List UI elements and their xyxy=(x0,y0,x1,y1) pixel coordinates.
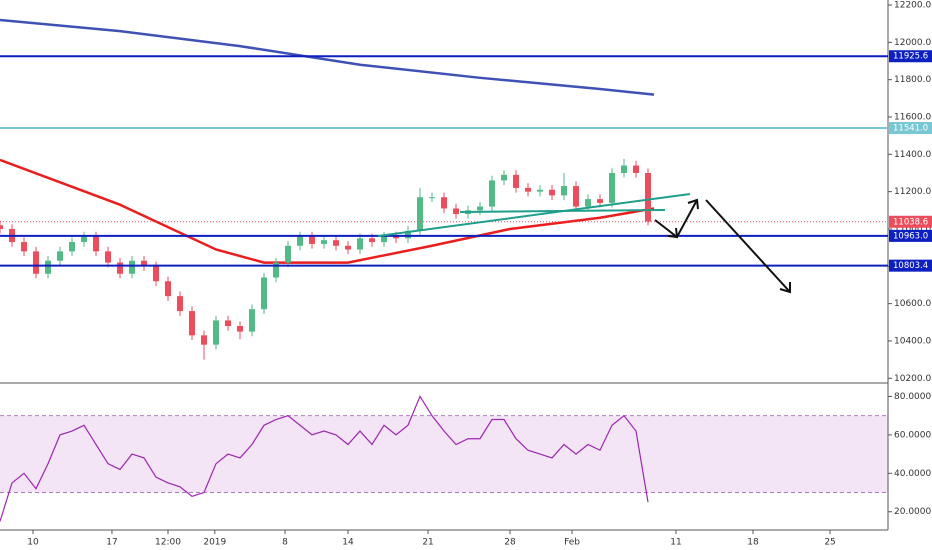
trendline xyxy=(377,193,691,237)
candle-body xyxy=(189,311,195,336)
x-tick-label: 11 xyxy=(670,538,681,548)
candle-body xyxy=(129,260,135,274)
candle-body xyxy=(585,199,591,207)
level-tag xyxy=(889,259,932,272)
candle-body xyxy=(201,335,207,345)
y-tick-label: 11000.0 xyxy=(894,224,931,234)
candle-body xyxy=(165,281,171,297)
candle-body xyxy=(441,197,447,209)
candle-body xyxy=(309,236,315,244)
level-tag xyxy=(889,50,932,63)
candle-body xyxy=(117,262,123,274)
y-tick-label: 11200.0 xyxy=(894,187,931,197)
x-tick-label: Feb xyxy=(564,538,580,548)
candle-body xyxy=(525,187,531,192)
candle-body xyxy=(645,172,651,222)
y-tick-label: 12200.0 xyxy=(894,1,931,11)
candle-body xyxy=(417,197,423,231)
candle-body xyxy=(297,236,303,246)
candle-body xyxy=(93,236,99,252)
level-tag xyxy=(889,229,932,242)
y-tick-label: 40.0000 xyxy=(894,469,931,479)
candle-body xyxy=(249,309,255,332)
candle-body xyxy=(21,242,27,252)
level-label: 10803.4 xyxy=(893,261,928,271)
x-tick-label: 21 xyxy=(422,538,433,548)
candle-body xyxy=(105,251,111,263)
x-tick-label: 14 xyxy=(342,538,354,548)
moving-average xyxy=(0,18,655,96)
candle-body xyxy=(261,277,267,310)
x-tick-label: 17 xyxy=(106,538,117,548)
x-tick-label: 10 xyxy=(27,538,39,548)
candle-body xyxy=(489,180,495,207)
y-tick-label: 10400.0 xyxy=(894,336,931,346)
candle-body xyxy=(285,245,291,263)
rsi-band xyxy=(0,415,888,493)
candle-body xyxy=(141,260,147,267)
candle-body xyxy=(549,189,555,196)
candle-body xyxy=(393,236,399,239)
candle-body xyxy=(321,240,327,244)
candle-body xyxy=(405,230,411,239)
level-tag xyxy=(889,215,932,228)
candle-body xyxy=(153,266,159,282)
candle-body xyxy=(237,326,243,332)
y-tick-label: 60.0000 xyxy=(894,430,931,440)
x-tick-label: 8 xyxy=(282,538,288,548)
candle-body xyxy=(0,225,3,229)
candle-body xyxy=(453,208,459,215)
x-tick-label: 12:00 xyxy=(155,538,181,548)
candle-body xyxy=(225,320,231,327)
candle-body xyxy=(477,206,483,211)
candle-body xyxy=(537,189,543,192)
y-tick-label: 10600.0 xyxy=(894,299,931,309)
level-tag xyxy=(889,122,932,135)
x-tick-label: 25 xyxy=(824,538,835,548)
candle-body xyxy=(357,238,363,250)
x-tick-label: 2019 xyxy=(203,538,226,548)
candle-body xyxy=(621,165,627,173)
y-tick-label: 11600.0 xyxy=(894,113,931,123)
candle-body xyxy=(45,260,51,274)
candle-body xyxy=(609,172,615,203)
candle-body xyxy=(369,238,375,243)
candle-body xyxy=(633,165,639,173)
candle-body xyxy=(333,240,339,246)
candle-body xyxy=(177,296,183,312)
candle-body xyxy=(561,186,567,196)
y-tick-label: 80.0000 xyxy=(894,392,931,402)
candle-body xyxy=(501,174,507,181)
candle-body xyxy=(69,242,75,252)
rsi-line xyxy=(0,395,649,522)
level-label: 11925.6 xyxy=(893,52,928,62)
y-tick-label: 10200.0 xyxy=(894,374,931,384)
trendline xyxy=(459,209,666,213)
candle-body xyxy=(597,199,603,203)
candle-body xyxy=(381,236,387,243)
candle-body xyxy=(57,251,63,261)
y-tick-label: 20.0000 xyxy=(894,507,931,517)
candle-body xyxy=(273,262,279,278)
candle-body xyxy=(81,236,87,243)
x-tick-label: 28 xyxy=(504,538,516,548)
candle-body xyxy=(573,186,579,207)
level-label: 11541.0 xyxy=(893,124,928,134)
candle-body xyxy=(513,174,519,188)
candle-body xyxy=(33,251,39,274)
level-label: 10963.0 xyxy=(893,231,928,241)
candle-body xyxy=(345,245,351,250)
projection-arrows xyxy=(654,198,791,294)
y-tick-label: 12000.0 xyxy=(894,38,931,48)
level-label: 11038.6 xyxy=(893,217,928,227)
candle-body xyxy=(429,197,435,199)
candle-body xyxy=(213,320,219,345)
y-tick-label: 11400.0 xyxy=(894,150,931,160)
x-tick-label: 18 xyxy=(747,538,759,548)
y-tick-label: 11800.0 xyxy=(894,75,931,85)
